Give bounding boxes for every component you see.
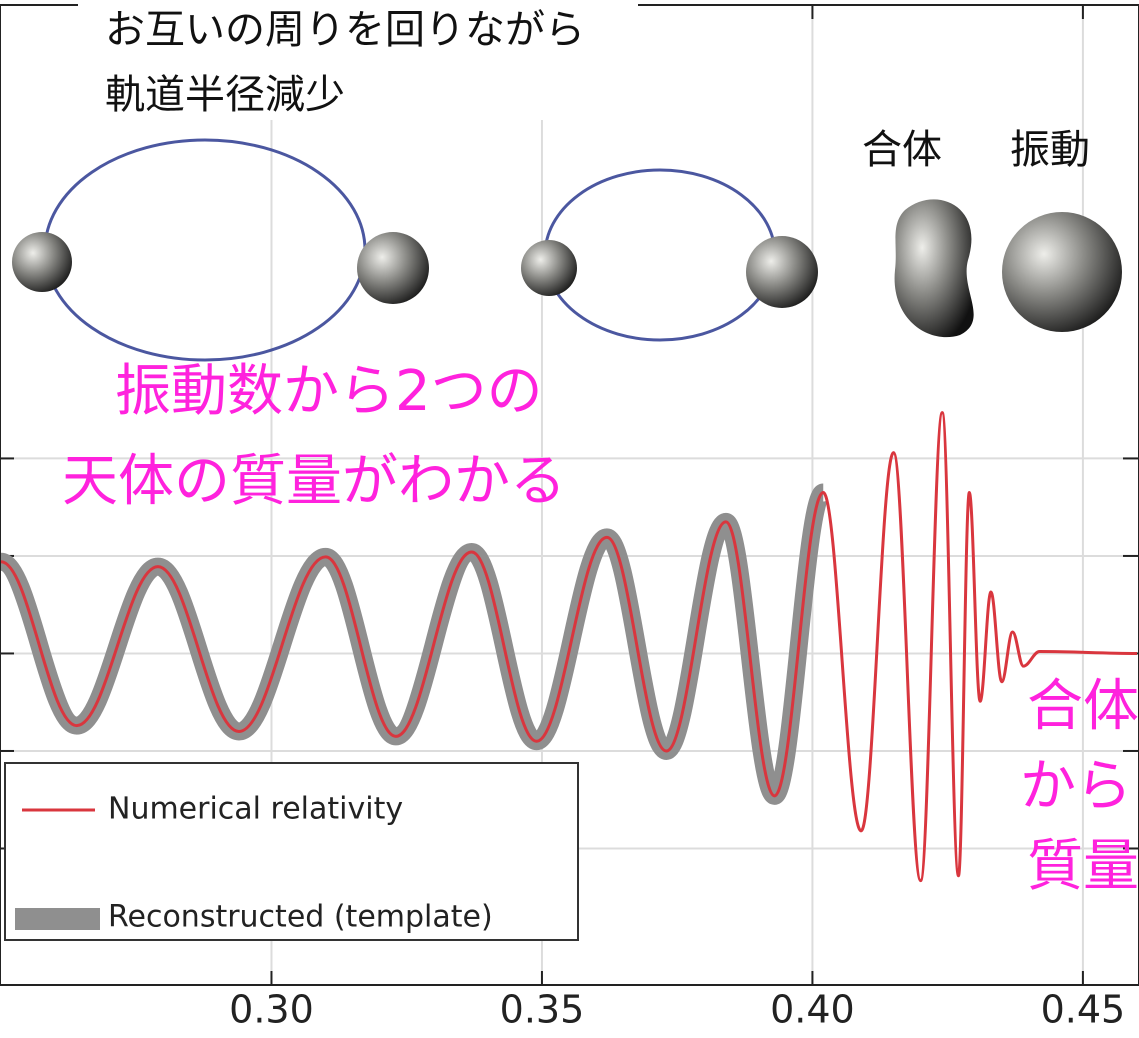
legend	[4, 762, 579, 941]
title-backdrop	[78, 0, 638, 120]
annotation: 合体	[1027, 674, 1139, 739]
annotation: 天体の質量がわかる	[62, 449, 566, 514]
x-tick-label: 0.45	[1041, 988, 1126, 1032]
legend-swatch	[15, 908, 100, 930]
x-tick-label: 0.35	[500, 988, 585, 1032]
annotation: 軌道半径減少	[105, 72, 345, 118]
legend-label: Numerical relativity	[108, 792, 403, 827]
black-hole	[12, 232, 72, 292]
waveform	[0, 411, 1138, 883]
black-hole	[521, 240, 577, 296]
final-black-hole	[1002, 212, 1122, 332]
black-hole	[746, 236, 818, 308]
annotation: お互いの周りを回りながら	[105, 7, 585, 53]
legend-label: Reconstructed (template)	[108, 900, 493, 935]
x-tick-label: 0.40	[770, 988, 855, 1032]
annotation: 振動	[1010, 127, 1090, 173]
black-hole	[357, 232, 429, 304]
curves	[0, 411, 1138, 883]
annotation: 合体	[862, 127, 942, 173]
orbit	[543, 168, 777, 342]
orbit	[43, 138, 367, 362]
x-tick-label: 0.30	[229, 988, 314, 1032]
annotation: から	[1020, 754, 1132, 819]
merging-black-holes	[894, 199, 974, 338]
annotation: 質量	[1027, 834, 1139, 899]
annotation: 振動数から2つの	[115, 359, 543, 424]
